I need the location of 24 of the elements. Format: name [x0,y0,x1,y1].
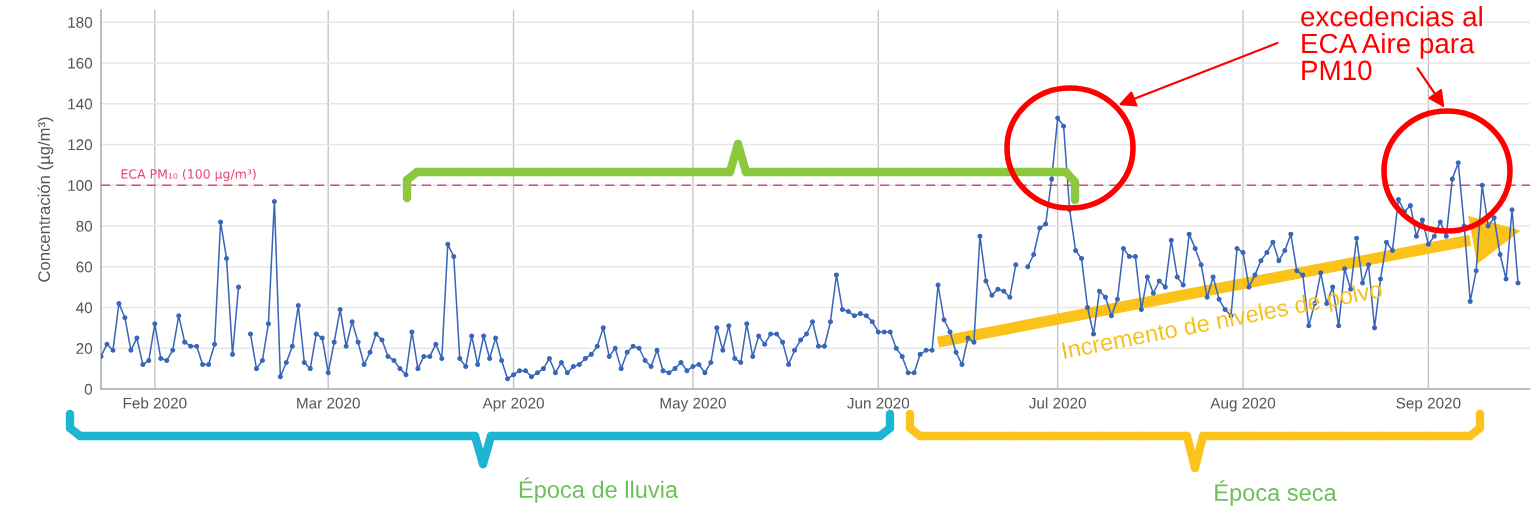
ref-line-label: ECA PM₁₀ (100 µg/m³) [121,168,256,182]
y-axis-title: Concentración (µg/m³) [37,117,54,282]
annotation: Incremento de niveles de polvo [1061,280,1384,364]
x-tick-label: Mar 2020 [297,397,360,409]
annotation: excedencias al ECA Aire para PM10 [1301,6,1482,81]
y-tick-label: 20 [76,343,93,354]
text: Época de lluvia [519,477,679,503]
x-tick-label: Apr 2020 [482,397,544,412]
y-tick-label: 120 [68,139,93,151]
y-tick-label: 180 [68,17,93,28]
y-tick-label: 100 [68,180,93,191]
x-tick-label: Jul 2020 [1029,397,1086,409]
x-tick-label: Sep 2020 [1396,397,1461,412]
text: Época seca [1215,480,1337,506]
y-tick-label: 140 [68,98,93,110]
x-tick-label: Aug 2020 [1210,397,1276,412]
x-tick-label: May 2020 [660,397,726,412]
y-tick-label: 160 [68,57,93,69]
x-tick-label: Jun 2020 [847,397,910,409]
y-tick-label: 80 [76,220,93,232]
y-tick-label: 40 [76,302,93,314]
x-tick-label: Feb 2020 [123,397,187,409]
y-tick-label: 60 [76,261,93,273]
y-tick-label: 0 [84,383,93,395]
